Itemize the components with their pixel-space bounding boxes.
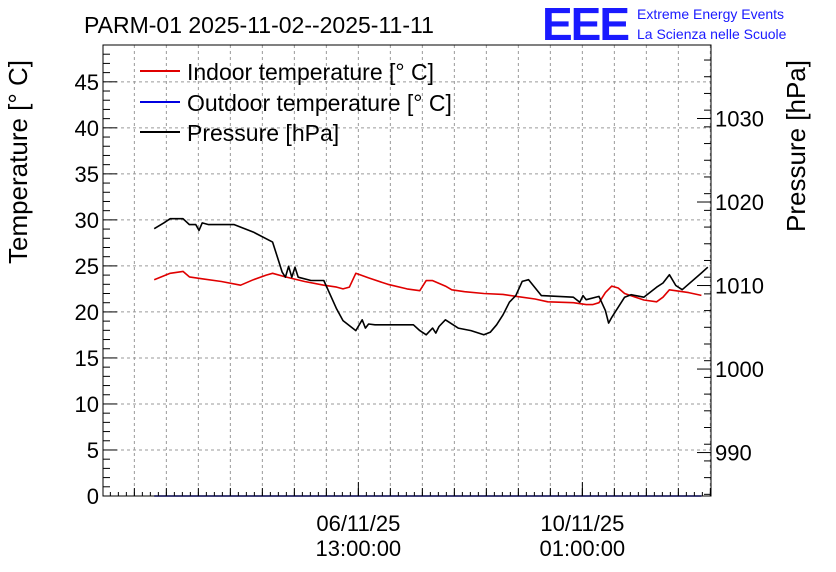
plot-frame (102, 44, 712, 497)
legend-label-outdoor: Outdoor temperature [° C] (187, 90, 452, 116)
y2-tick-label: 1010 (715, 274, 764, 299)
y-tick-label: 35 (75, 162, 99, 187)
y-axis-label: Temperature [° C] (3, 60, 33, 264)
y-tick-label: 10 (75, 392, 99, 417)
x-tick-label-time: 13:00:00 (316, 536, 402, 561)
y2-tick-label: 990 (715, 441, 752, 466)
legend-label-pressure: Pressure [hPa] (187, 120, 339, 146)
org-subtitle: La Scienza nelle Scuole (637, 26, 787, 42)
series-line-indoor (153, 270, 702, 306)
legend: Indoor temperature [° C] Outdoor tempera… (140, 59, 452, 146)
y-tick-label: 5 (87, 438, 99, 463)
y-tick-label: 20 (75, 300, 99, 325)
y2-tick-label: 1020 (715, 190, 764, 215)
org-name: Extreme Energy Events (637, 6, 784, 22)
y-tick-label: 40 (75, 116, 99, 141)
y2-tick-label: 1000 (715, 357, 764, 382)
series-line-pressure (153, 217, 709, 336)
y-tick-label: 45 (75, 70, 99, 95)
legend-label-indoor: Indoor temperature [° C] (187, 59, 434, 85)
x-tick-label-time: 01:00:00 (540, 536, 626, 561)
y2-axis-label: Pressure [hPa] (781, 60, 811, 232)
x-tick-label-date: 06/11/25 (316, 511, 400, 536)
grid (103, 45, 711, 496)
y-tick-label: 30 (75, 208, 99, 233)
y-tick-label: 15 (75, 346, 99, 371)
eee-logo: EEE (542, 0, 628, 50)
series-layer (153, 217, 709, 497)
axes: 0 5 10 15 20 25 30 35 40 45 990 1000 1010 1020 1030 06/… (75, 53, 764, 561)
x-tick-label-date: 10/11/25 (540, 511, 624, 536)
y-tick-label: 25 (75, 254, 99, 279)
y-tick-label: 0 (87, 484, 99, 509)
y2-tick-label: 1030 (715, 106, 764, 131)
chart-title: PARM-01 2025-11-02--2025-11-11 (84, 12, 434, 38)
